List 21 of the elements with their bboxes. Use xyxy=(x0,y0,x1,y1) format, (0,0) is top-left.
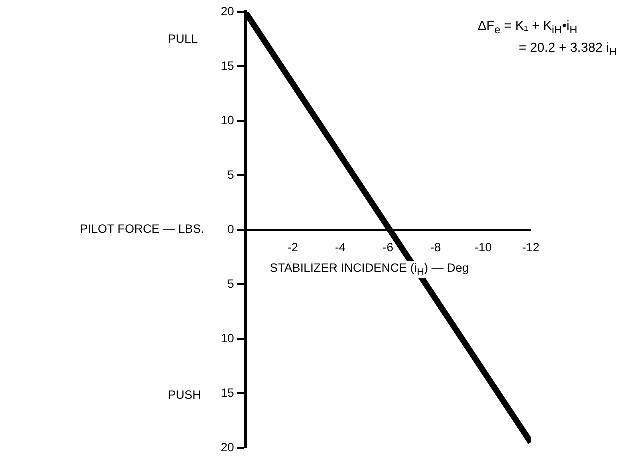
y-tick-label: 10 xyxy=(220,331,235,346)
text: PULL xyxy=(168,32,198,46)
x-tick-label: -2 xyxy=(288,240,299,255)
y-tick-label: 5 xyxy=(228,276,235,291)
y-tick-label: 10 xyxy=(220,113,235,128)
y-tick-label: 5 xyxy=(228,168,235,182)
annotation: ΔF$_{e}$ = K₁ + K$_{iH}$•i$_{H}$ xyxy=(478,18,578,37)
y-tick-label: 20 xyxy=(220,440,235,454)
y-tick-label: 15 xyxy=(220,58,235,73)
x-tick-label: -6 xyxy=(382,240,394,255)
x-tick-label: -8 xyxy=(430,240,442,255)
x-tick-label: -10 xyxy=(474,240,492,255)
x-tick-label: -4 xyxy=(335,240,346,255)
y-axis-title: PILOT FORCE — LBS. xyxy=(80,222,204,236)
y-tick-label: 15 xyxy=(220,386,235,400)
annotation: = 20.2 + 3.382 i$_{H}$ xyxy=(519,40,618,59)
y-tick-label: 0 xyxy=(228,222,235,236)
x-tick-label: -12 xyxy=(522,240,540,255)
x-axis-title: STABILIZER INCIDENCE (i$_{H}$) — Deg xyxy=(268,261,472,278)
y-tick-label: 20 xyxy=(220,4,235,18)
text: PUSH xyxy=(168,388,202,402)
